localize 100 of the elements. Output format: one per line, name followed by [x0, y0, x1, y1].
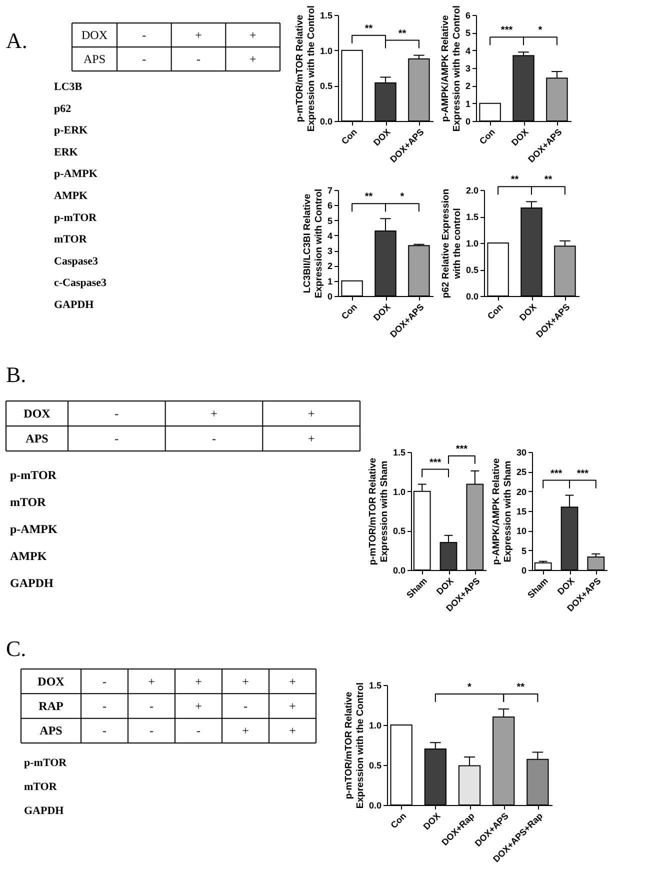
text: +: [289, 724, 296, 738]
text: ERK: [54, 146, 78, 158]
annotation: ***: [456, 444, 468, 455]
y-tick-label: 0.0: [368, 800, 382, 810]
text: +: [210, 406, 218, 420]
y-tick-label: 1.5: [368, 680, 382, 690]
y-tick-label: 0: [327, 292, 332, 302]
text: +: [249, 52, 256, 66]
annotation: ***: [550, 468, 562, 480]
text: -: [196, 724, 200, 738]
text: +: [195, 28, 202, 42]
y-axis-title: LC3BII/LC3BI Relative Expression with Control: [302, 188, 324, 298]
annotation: *: [468, 682, 472, 693]
y-tick-label: 15: [516, 506, 526, 516]
text: -: [196, 52, 200, 66]
category-label: DOX: [38, 674, 64, 688]
y-tick-label: 10: [516, 526, 526, 536]
text: p-AMPK: [54, 168, 98, 180]
text: +: [308, 432, 315, 446]
text: -: [142, 52, 146, 66]
text: p-mTOR: [24, 757, 68, 769]
y-tick-label: 1.5: [466, 212, 478, 222]
text: GAPDH: [24, 805, 64, 817]
y-tick-label: 5: [327, 216, 332, 226]
text: -: [102, 724, 106, 738]
text: mTOR: [54, 234, 88, 246]
y-tick-label: 1.0: [466, 238, 478, 248]
y-tick-label: 1: [465, 98, 470, 109]
text: mTOR: [10, 495, 46, 509]
text: AMPK: [10, 549, 48, 563]
x-tick-label: Con: [485, 302, 505, 322]
annotation: *: [538, 25, 542, 36]
text: B.: [6, 362, 26, 387]
y-tick-label: 0.5: [320, 81, 332, 92]
y-tick-label: 7: [327, 186, 332, 196]
text: -: [150, 724, 154, 738]
text: +: [242, 724, 249, 738]
annotation: ***: [429, 457, 442, 468]
annotation: **: [364, 192, 373, 203]
text: +: [289, 674, 296, 688]
y-axis-title: p-mTOR/mTOR Relative Expression with the Control: [343, 682, 366, 809]
text: p-ERK: [54, 124, 88, 137]
y-tick-label: 6: [327, 200, 332, 211]
text: p-mTOR: [54, 212, 98, 224]
y-tick-label: 0.0: [466, 292, 478, 302]
annotation: ***: [500, 25, 513, 36]
text: **: [544, 174, 552, 186]
y-tick-label: 4: [465, 46, 470, 56]
text: A.: [6, 28, 28, 53]
text: p62: [54, 102, 72, 115]
y-tick-label: 0: [521, 566, 526, 576]
text: Caspase3: [54, 255, 99, 268]
category-label: DOX: [82, 28, 108, 42]
y-tick-label: 2: [327, 261, 332, 272]
y-tick-label: 30: [516, 448, 526, 458]
text: GAPDH: [54, 299, 94, 311]
y-tick-label: 3: [327, 246, 332, 256]
annotation: *: [400, 192, 404, 203]
text: C.: [6, 636, 26, 661]
y-tick-label: 3: [465, 64, 470, 74]
text: -: [244, 699, 248, 713]
y-tick-label: 1.5: [392, 448, 406, 458]
text: p-AMPK: [10, 522, 58, 536]
x-tick-label: Con: [388, 810, 408, 830]
text: -: [150, 699, 154, 713]
y-tick-label: 1.0: [392, 486, 406, 497]
text: LC3B: [54, 81, 83, 93]
text: +: [242, 674, 249, 688]
y-tick-label: 25: [516, 467, 526, 478]
text: +: [289, 699, 296, 713]
y-tick-label: 0.5: [368, 760, 382, 770]
category-label: APS: [83, 52, 106, 66]
category-label: DOX: [24, 406, 50, 420]
y-tick-label: 20: [516, 486, 526, 497]
x-tick-label: Con: [477, 126, 497, 146]
text: c-Caspase3: [54, 277, 108, 290]
text: +: [249, 28, 256, 42]
category-label: RAP: [38, 699, 64, 713]
y-tick-label: 4: [327, 230, 332, 241]
annotation: **: [398, 28, 406, 40]
y-tick-label: 0.0: [320, 116, 332, 126]
text: -: [212, 432, 216, 446]
y-tick-label: 2: [465, 81, 470, 92]
text: GAPDH: [10, 576, 54, 590]
y-axis-title: p-mTOR/mTOR Relative Expression with Sham: [367, 458, 390, 566]
y-tick-label: 0.5: [392, 526, 406, 536]
x-tick-label: Con: [339, 126, 359, 146]
text: -: [142, 28, 146, 42]
text: -: [114, 406, 119, 420]
text: AMPK: [54, 190, 88, 202]
text: +: [195, 699, 202, 713]
y-tick-label: 1.0: [320, 46, 332, 56]
annotation: ***: [576, 468, 589, 480]
y-tick-label: 0.0: [392, 566, 406, 576]
text: -: [102, 699, 106, 713]
annotation: **: [516, 682, 525, 693]
annotation: **: [364, 23, 373, 34]
y-tick-label: 1.0: [368, 720, 382, 730]
text: +: [308, 406, 315, 420]
y-tick-label: 0: [465, 116, 470, 126]
